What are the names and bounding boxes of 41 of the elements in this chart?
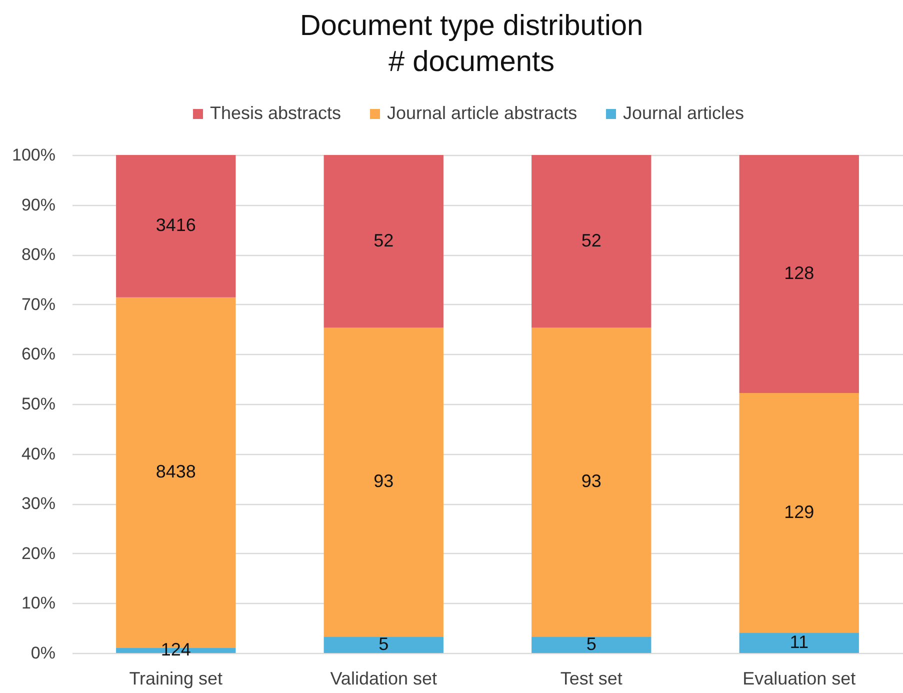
annotation: 5 (586, 634, 596, 654)
y-tick-label: 50% (21, 394, 56, 414)
bar (739, 393, 859, 633)
y-tick-label: 0% (30, 644, 56, 662)
x-tick-label: Evaluation set (742, 668, 856, 688)
x-tick-label: Test set (560, 668, 622, 688)
y-tick-label: 100% (12, 146, 56, 164)
y-tick-label: 30% (21, 494, 56, 514)
bar (739, 155, 859, 394)
bar (324, 328, 444, 637)
bar (324, 636, 444, 653)
x-tick-label: Validation set (330, 668, 437, 688)
y-tick-label: 80% (21, 245, 56, 264)
y-tick-label: 40% (21, 444, 56, 464)
bar (532, 155, 652, 328)
bar (324, 155, 444, 328)
annotation: 93 (581, 471, 602, 492)
y-tick-label: 90% (21, 195, 56, 214)
chart-subtitle: # documents (388, 46, 555, 78)
y-tick-label: 20% (21, 544, 56, 563)
y-tick-label: 10% (21, 594, 56, 613)
y-tick-label: 60% (21, 344, 56, 364)
annotation: 129 (784, 502, 814, 522)
annotation: 128 (784, 263, 814, 284)
bar (532, 328, 652, 637)
bar (116, 155, 236, 298)
annotation: 5 (378, 634, 389, 654)
legend-label: Journal article abstracts (387, 103, 578, 123)
legend-label: Thesis abstracts (210, 103, 342, 123)
annotation: 3416 (156, 215, 196, 236)
y-tick-label: 70% (21, 294, 56, 314)
legend-label: Journal articles (623, 103, 744, 123)
annotation: 11 (790, 632, 808, 652)
bar (739, 632, 859, 653)
annotation: 93 (374, 471, 394, 492)
chart-title: Document type distribution (300, 10, 644, 42)
annotation: 52 (374, 230, 394, 250)
x-tick-label: Training set (129, 668, 223, 688)
bar (532, 636, 652, 653)
annotation: 8438 (156, 462, 196, 482)
annotation: 52 (581, 230, 602, 250)
